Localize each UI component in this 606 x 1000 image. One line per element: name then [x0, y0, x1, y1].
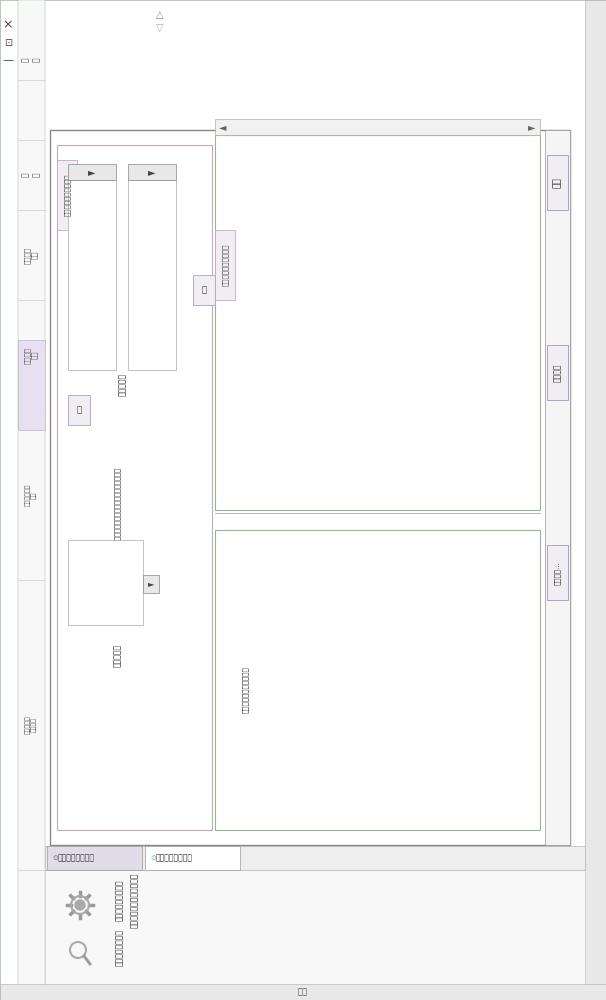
Text: ×: ×: [3, 18, 13, 31]
Bar: [547, 545, 568, 600]
Bar: [45, 846, 585, 870]
Text: 模拟名称：: 模拟名称：: [113, 643, 121, 667]
Text: ►: ►: [528, 122, 536, 132]
Text: ⊙: ⊙: [150, 855, 156, 861]
Bar: [68, 180, 116, 370]
Text: ►: ►: [148, 167, 156, 177]
Text: △: △: [156, 10, 164, 20]
Bar: [145, 846, 240, 870]
Bar: [68, 395, 90, 425]
Bar: [215, 135, 540, 510]
Text: 导入排放
数据: 导入排放 数据: [24, 246, 38, 263]
Text: —: —: [2, 55, 13, 65]
Text: 空气质量模型计算: 空气质量模型计算: [156, 854, 193, 862]
Text: 新
建: 新 建: [21, 58, 41, 62]
Bar: [0, 984, 606, 1000]
Bar: [193, 275, 215, 305]
Text: 计: 计: [202, 286, 207, 294]
Text: ►: ►: [88, 167, 96, 177]
Text: 空气质量模型计算: 空气质量模型计算: [115, 930, 124, 966]
Text: ◄: ◄: [219, 122, 227, 132]
Bar: [215, 230, 235, 300]
Bar: [0, 0, 18, 1000]
Text: 多行运算空气质量模型计算: 多行运算空气质量模型计算: [130, 872, 139, 928]
Bar: [128, 164, 176, 180]
Text: 空气质量模型
计算: 空气质量模型 计算: [25, 484, 37, 506]
Text: ⊙: ⊙: [52, 855, 58, 861]
Text: 筛选计算…: 筛选计算…: [554, 561, 561, 585]
Text: 保
存: 保 存: [21, 173, 41, 177]
Text: ►: ►: [148, 580, 155, 588]
Bar: [545, 130, 570, 845]
Text: 空气质量模型计算结果: 空气质量模型计算结果: [222, 244, 228, 286]
Bar: [215, 530, 540, 830]
Text: 空气质量模型计算条件: 空气质量模型计算条件: [64, 174, 70, 216]
Text: 请选择空气质量模型计算的气象数据结果：: 请选择空气质量模型计算的气象数据结果：: [114, 467, 121, 543]
Text: 计: 计: [76, 406, 81, 414]
Text: 新建计算: 新建计算: [553, 364, 562, 382]
Text: 企业名称：: 企业名称：: [118, 372, 127, 396]
Bar: [57, 160, 77, 230]
Bar: [547, 155, 568, 210]
Circle shape: [75, 900, 85, 910]
Text: ⊡: ⊡: [4, 38, 12, 48]
Text: ▽: ▽: [156, 23, 164, 33]
Bar: [68, 540, 143, 625]
Bar: [143, 575, 159, 593]
Bar: [47, 846, 142, 870]
Bar: [50, 130, 570, 845]
Bar: [45, 870, 585, 1000]
Bar: [57, 145, 212, 830]
Bar: [18, 0, 45, 1000]
Text: 排放及估算
数据管理: 排放及估算 数据管理: [25, 716, 37, 734]
Bar: [68, 164, 116, 180]
Text: 金企排放数据录入: 金企排放数据录入: [58, 854, 95, 862]
Text: 空气质量模型计算器: 空气质量模型计算器: [115, 879, 124, 921]
Bar: [18, 340, 45, 430]
Text: 空气质量模型运行状态：: 空气质量模型运行状态：: [242, 667, 248, 713]
Text: 就绪: 就绪: [298, 988, 308, 996]
Bar: [215, 119, 540, 135]
Text: 索引: 索引: [553, 178, 562, 188]
Bar: [547, 345, 568, 400]
Text: 图形影响
分析: 图形影响 分析: [24, 347, 38, 363]
Bar: [128, 180, 176, 370]
Bar: [585, 0, 606, 1000]
